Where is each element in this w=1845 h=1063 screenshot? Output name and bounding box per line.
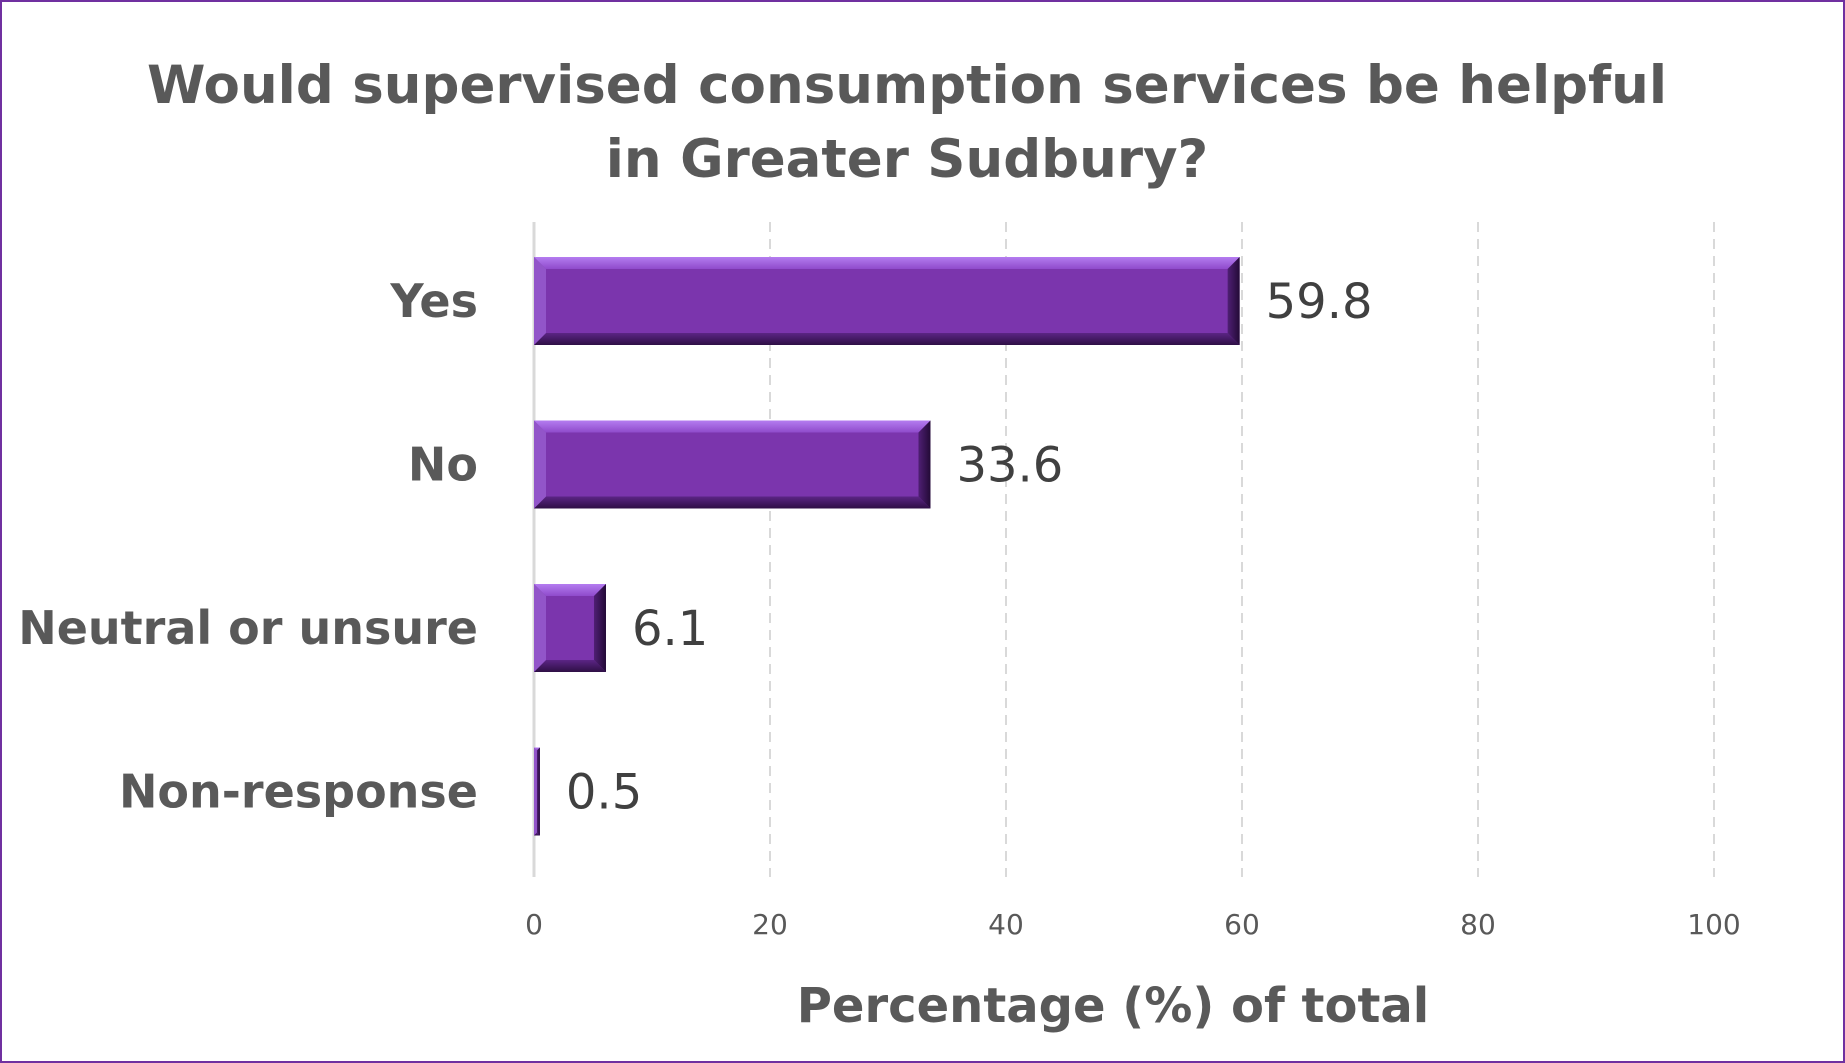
bar-bevel-bottom — [534, 333, 1240, 345]
category-label: No — [408, 438, 478, 492]
bar-bevel-left — [534, 747, 537, 836]
bar-bevel-top — [534, 747, 540, 751]
bar-group: No 33.6 — [408, 420, 1063, 509]
x-axis-ticks: 0 20 40 60 80 100 — [525, 908, 1741, 941]
chart-title: Would supervised consumption services be… — [147, 55, 1667, 190]
data-label: 33.6 — [956, 438, 1063, 494]
x-tick-label: 40 — [988, 908, 1024, 941]
category-label: Yes — [389, 274, 478, 328]
data-label: 6.1 — [632, 601, 708, 657]
bar-bevel-top — [534, 420, 931, 433]
bar-bevel-left — [534, 584, 546, 672]
bar-group: Non-response 0.5 — [119, 747, 642, 836]
bar-bevel-top — [534, 257, 1240, 269]
category-label: Neutral or unsure — [18, 601, 478, 655]
x-tick-label: 80 — [1460, 908, 1496, 941]
bars: Yes 59.8 No 33.6 Neutral or unsure 6.1 Non-res… — [18, 257, 1373, 836]
chart-title-line-2: in Greater Sudbury? — [606, 129, 1209, 190]
bar — [534, 257, 1240, 345]
bar-bevel-right — [1227, 257, 1240, 345]
bar — [534, 420, 931, 509]
data-label: 59.8 — [1266, 274, 1373, 330]
bar-bevel-top — [534, 584, 606, 596]
bar-bevel-right — [918, 420, 931, 509]
bar-bevel-bottom — [534, 496, 931, 509]
x-tick-label: 0 — [525, 908, 543, 941]
data-label: 0.5 — [566, 765, 642, 821]
x-tick-label: 20 — [752, 908, 788, 941]
bar-bevel-right — [536, 747, 540, 836]
bar-bevel-bottom — [534, 832, 540, 836]
x-axis-title: Percentage (%) of total — [797, 978, 1430, 1034]
bar-bevel-left — [534, 420, 546, 509]
bar-group: Yes 59.8 — [389, 257, 1373, 345]
bar-group: Neutral or unsure 6.1 — [18, 584, 708, 672]
category-label: Non-response — [119, 765, 478, 819]
chart-title-line-1: Would supervised consumption services be… — [147, 55, 1667, 116]
x-tick-label: 60 — [1224, 908, 1260, 941]
bar-bevel-left — [534, 257, 546, 345]
x-tick-label: 100 — [1687, 908, 1740, 941]
bar-bevel-right — [593, 584, 606, 672]
bar-bevel-bottom — [534, 660, 606, 672]
